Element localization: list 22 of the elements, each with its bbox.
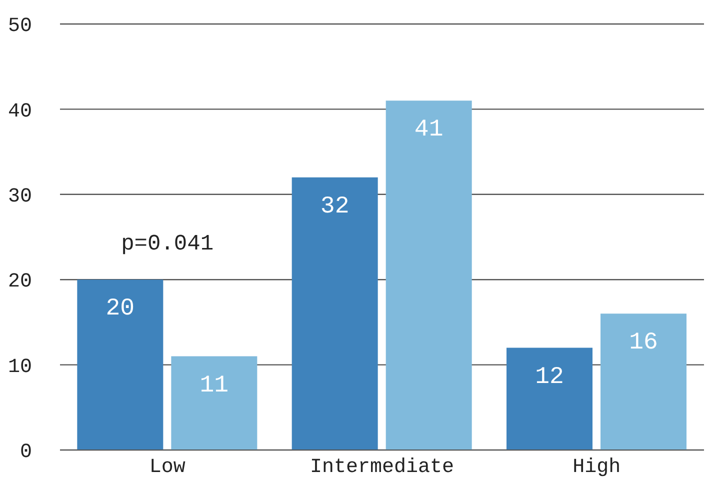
bar [600,314,687,450]
y-tick-label: 40 [8,100,32,124]
data-label: 11 [200,372,229,400]
y-tick-label: 50 [8,15,32,38]
bar [386,100,472,450]
data-label: 12 [535,364,564,391]
data-label: 20 [106,296,135,323]
y-tick-label: 20 [8,270,32,294]
y-tick-label: 10 [8,356,32,379]
bar [171,356,258,450]
data-label: 16 [629,330,658,357]
x-tick-label: Low [149,456,186,480]
y-tick-label: 30 [8,186,32,208]
bar [77,280,164,450]
annotation: p=0.041 [121,232,214,257]
x-tick-label: Intermediate [310,456,454,480]
bar [292,177,378,450]
data-label: 41 [414,116,444,144]
y-tick-label: 0 [20,441,32,464]
bar [506,348,593,450]
x-tick-label: High [572,456,621,480]
data-label: 32 [320,193,350,220]
